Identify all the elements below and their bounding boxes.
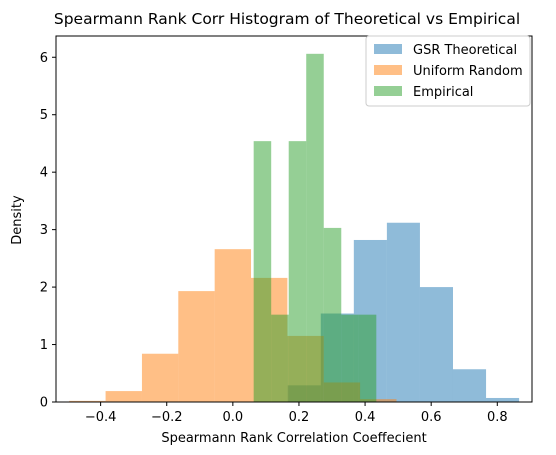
legend-label: Empirical [413,85,473,100]
bar-uniform-random-0 [69,400,106,402]
bar-empirical-6 [358,314,377,402]
legend-swatch-uniform-random [374,65,402,75]
bar-empirical-0 [253,141,272,402]
y-tick-label: 0 [40,396,48,411]
bar-uniform-random-2 [141,353,179,402]
bar-empirical-5 [341,314,359,402]
plot-frame [55,35,533,403]
y-tick-label: 2 [40,281,48,296]
x-tick-label: 0.6 [421,410,442,425]
y-axis-title: Density [10,195,25,245]
x-tick-label: 0.8 [487,410,508,425]
bar-gsr-theoretical-6 [452,369,487,402]
x-tick-label: −0.4 [85,410,117,425]
x-axis-ticks: −0.4 −0.2 0.0 0.2 0.4 0.6 0.8 [85,402,508,425]
legend-swatch-gsr-theoretical [374,44,402,54]
y-tick-label: 3 [40,223,48,238]
y-tick-label: 4 [40,166,48,181]
bar-uniform-random-3 [178,291,215,402]
bar-uniform-random-1 [105,391,142,402]
y-tick-label: 1 [40,338,48,353]
legend: GSR Theoretical Uniform Random Empirical [365,35,531,107]
x-tick-label: 0.2 [289,410,310,425]
x-tick-label: 0.4 [355,410,376,425]
bar-empirical-2 [288,141,307,402]
bar-uniform-random-8 [360,399,397,402]
legend-box [365,35,531,107]
legend-label: Uniform Random [413,64,523,79]
legend-swatch-empirical [374,86,402,96]
x-tick-label: 0.0 [223,410,244,425]
chart-title: Spearmann Rank Corr Histogram of Theoret… [54,10,520,28]
bar-empirical-1 [271,314,289,402]
bar-gsr-theoretical-5 [419,287,453,402]
bar-uniform-random-4 [214,249,252,402]
bar-empirical-3 [306,53,324,403]
legend-label: GSR Theoretical [413,43,517,58]
bar-empirical-4 [323,227,342,402]
y-axis-ticks: 0 1 2 3 4 5 6 [40,51,56,411]
histogram-bars [69,53,520,403]
x-tick-label: −0.2 [151,410,183,425]
bar-gsr-theoretical-7 [486,397,520,402]
x-axis-title: Spearmann Rank Correlation Coeffecient [161,431,426,446]
y-tick-label: 6 [40,51,48,66]
y-tick-label: 5 [40,108,48,123]
bar-gsr-theoretical-4 [386,222,420,402]
